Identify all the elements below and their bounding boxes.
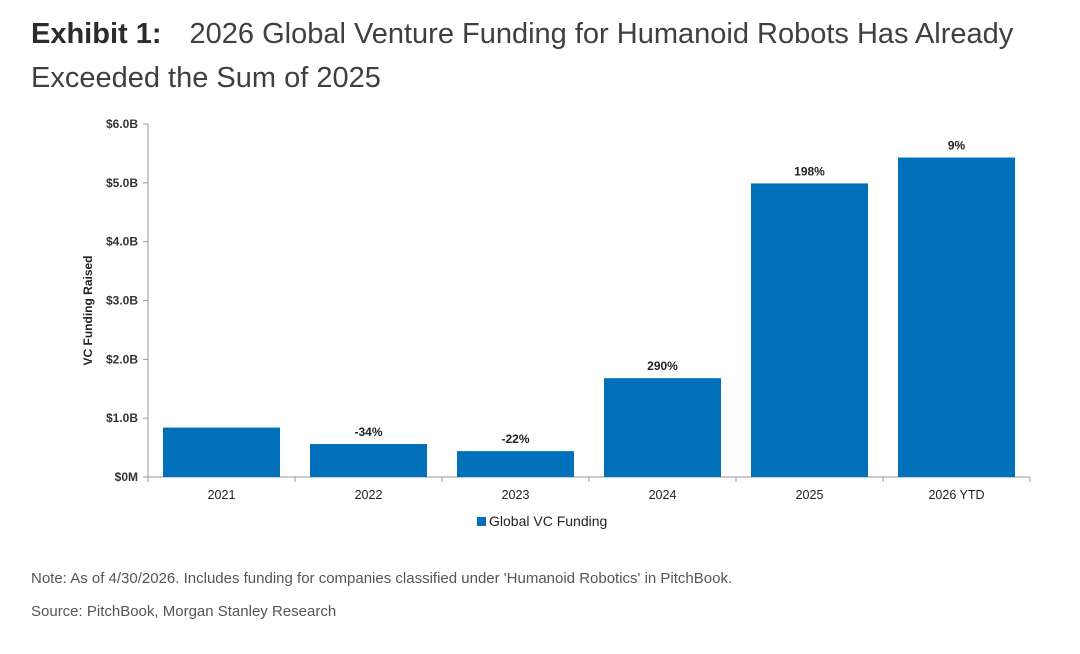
bar-2022 — [310, 444, 427, 477]
title-text-line1: 2026 Global Venture Funding for Humanoid… — [189, 18, 1014, 50]
y-tick-label: $3.0B — [106, 294, 138, 308]
bar-2023 — [457, 451, 574, 477]
y-tick-label: $5.0B — [106, 176, 138, 190]
x-tick-label: 2025 — [796, 488, 824, 502]
title-line-1: Exhibit 1: 2026 Global Venture Funding fo… — [31, 12, 1051, 56]
bar-chart: $0M $1.0B $2.0B $3.0B $4.0B $5.0B $6.0B VC Fund… — [81, 117, 1031, 529]
bar-data-label: 290% — [647, 359, 678, 373]
x-tick-label: 2023 — [502, 488, 530, 502]
y-axis-label: VC Funding Raised — [81, 255, 95, 365]
bar-2026-ytd — [898, 157, 1015, 477]
y-tick-label: $2.0B — [106, 352, 138, 366]
bar-data-label: -34% — [354, 425, 382, 439]
legend-swatch — [477, 517, 486, 526]
chart-note: Note: As of 4/30/2026. Includes funding … — [31, 570, 733, 587]
x-tick-label: 2021 — [208, 488, 236, 502]
y-tick-label: $6.0B — [106, 117, 138, 131]
y-tick-label: $1.0B — [106, 411, 138, 425]
y-tick-label: $0M — [115, 470, 138, 484]
legend-label: Global VC Funding — [489, 513, 607, 529]
title-line-2: Exceeded the Sum of 2025 — [31, 62, 381, 94]
exhibit-label: Exhibit 1: — [31, 18, 162, 50]
x-tick-label: 2024 — [649, 488, 677, 502]
bar-2021 — [163, 427, 280, 477]
x-tick-label: 2026 YTD — [928, 488, 984, 502]
exhibit-title: Exhibit 1: 2026 Global Venture Funding fo… — [31, 12, 1051, 100]
bar-data-label: -22% — [501, 432, 529, 446]
bar-2024 — [604, 378, 721, 477]
x-tick-label: 2022 — [355, 488, 383, 502]
y-tick-label: $4.0B — [106, 235, 138, 249]
bar-data-label: 9% — [948, 139, 966, 153]
chart-source: Source: PitchBook, Morgan Stanley Resear… — [31, 603, 337, 620]
bar-data-label: 198% — [794, 164, 825, 178]
bar-2025 — [751, 183, 868, 477]
